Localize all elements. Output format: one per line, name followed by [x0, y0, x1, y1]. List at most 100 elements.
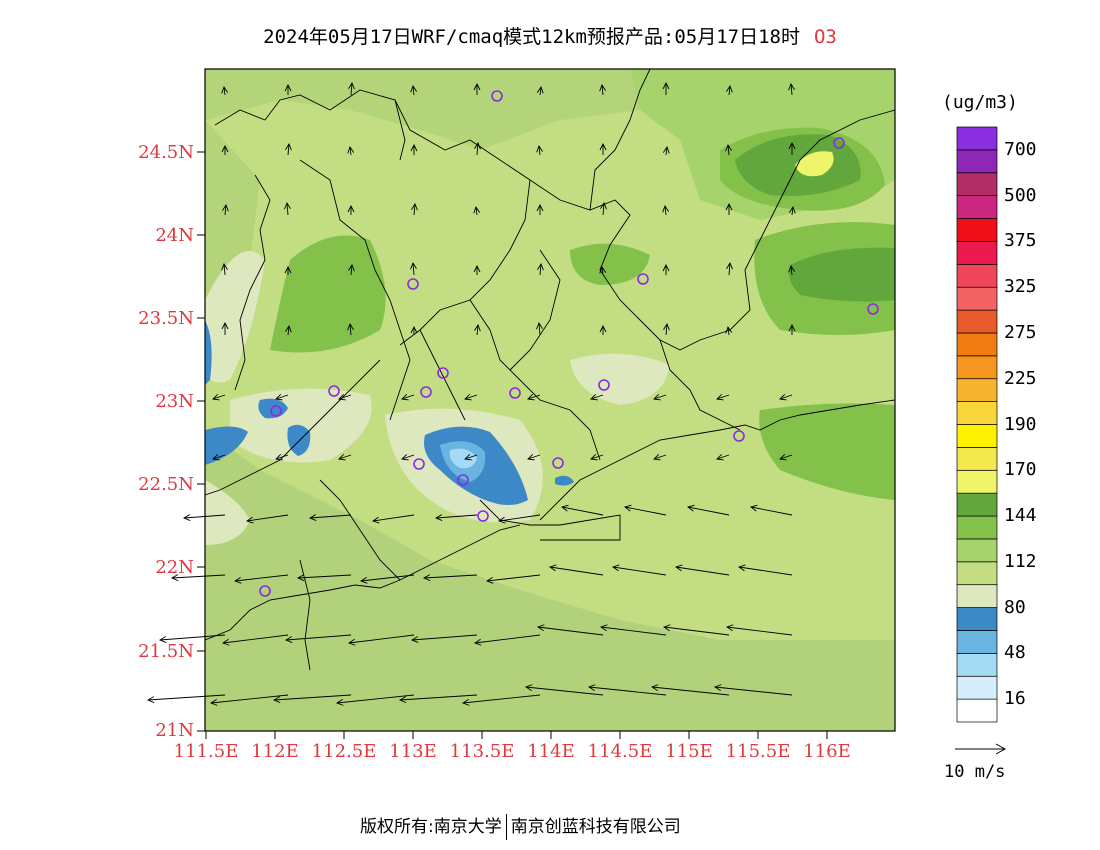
- monitoring-stations: [259, 90, 879, 597]
- wind-arrow: [410, 325, 418, 335]
- station-marker: [552, 457, 564, 469]
- field-patch-low-hk: [555, 475, 574, 486]
- colorbar-swatch: [956, 675, 998, 700]
- wind-arrow: [410, 84, 418, 96]
- colorbar-swatch: [956, 492, 998, 517]
- colorbar-swatch: [956, 332, 998, 357]
- wind-arrow: [410, 261, 417, 276]
- colorbar-label: 16: [1004, 688, 1026, 710]
- wind-arrow: [284, 634, 352, 643]
- colorbar: [956, 126, 998, 723]
- station-marker: [413, 458, 425, 470]
- colorbar-swatch: [956, 401, 998, 425]
- wind-arrow: [398, 694, 478, 704]
- wind-arrow: [663, 322, 670, 336]
- colorbar-swatch: [956, 515, 998, 540]
- wind-legend-label: 10 m/s: [944, 762, 1006, 782]
- colorbar-swatch: [956, 538, 998, 563]
- wind-arrow: [650, 684, 730, 696]
- wind-arrow: [221, 262, 228, 276]
- wind-arrow: [687, 504, 730, 516]
- wind-arrow: [410, 634, 478, 643]
- wind-arrow: [725, 143, 732, 156]
- lat-label-21n: 21N: [155, 720, 194, 741]
- lon-label-112-5e: 112.5E: [311, 741, 377, 762]
- wind-arrow: [537, 262, 544, 276]
- wind-arrow: [401, 393, 415, 401]
- wind-arrow: [308, 514, 352, 521]
- colorbar-swatch: [956, 309, 998, 334]
- station-marker: [270, 405, 282, 417]
- colorbar-label: 170: [1004, 459, 1037, 481]
- wind-arrow: [464, 453, 478, 461]
- field-patch-west-high: [270, 235, 386, 353]
- wind-arrow: [372, 514, 415, 524]
- wind-arrow: [788, 323, 796, 335]
- station-marker: [420, 386, 432, 398]
- colorbar-label: 275: [1004, 321, 1037, 343]
- wind-arrow: [549, 564, 604, 576]
- wind-arrow: [725, 84, 733, 96]
- map-title-text: 2024年05月17日WRF/cmaq模式12km预报产品:05月17日18时: [263, 26, 800, 48]
- wind-arrow: [360, 574, 415, 584]
- colorbar-label: 700: [1004, 138, 1037, 160]
- field-band-north: [205, 69, 650, 150]
- wind-arrow: [410, 143, 418, 155]
- lon-label-116e: 116E: [803, 741, 851, 762]
- wind-arrow: [612, 564, 667, 576]
- wind-arrow: [527, 393, 541, 401]
- field-patch-low-edge-2: [205, 426, 248, 465]
- station-marker: [833, 137, 845, 149]
- field-patch-lowest-prd: [449, 448, 477, 469]
- lat-label-24n: 24N: [155, 225, 194, 246]
- wind-arrow: [221, 144, 229, 155]
- wind-arrow: [779, 393, 793, 401]
- wind-arrow: [347, 322, 354, 336]
- wind-arrow: [662, 81, 670, 95]
- station-marker: [491, 90, 503, 102]
- wind-arrow: [221, 321, 229, 335]
- station-marker: [867, 303, 879, 315]
- colorbar-label: 80: [1004, 596, 1026, 618]
- wind-arrow: [348, 634, 415, 646]
- wind-arrow: [338, 393, 352, 401]
- wind-arrow: [600, 624, 667, 636]
- colorbar-swatch: [956, 149, 998, 174]
- wind-arrow: [590, 393, 604, 401]
- station-marker: [437, 367, 449, 379]
- wind-arrow: [284, 265, 292, 275]
- wind-arrow: [653, 393, 667, 401]
- wind-arrow: [527, 453, 541, 461]
- colorbar-swatch: [956, 607, 998, 631]
- wind-arrow: [348, 263, 355, 276]
- station-marker: [407, 278, 419, 290]
- wind-arrow: [653, 453, 667, 461]
- wind-arrow: [662, 263, 670, 275]
- wind-arrow: [599, 324, 607, 335]
- wind-arrow: [474, 634, 541, 646]
- plot-frame: [204, 68, 896, 732]
- lon-label-113e: 113E: [389, 741, 437, 762]
- wind-arrow: [272, 694, 352, 704]
- wind-arrow: [662, 146, 670, 156]
- colorbar-swatch: [956, 561, 998, 586]
- wind-arrow: [284, 324, 292, 336]
- lat-label-24-5n: 24.5N: [138, 142, 194, 163]
- wind-arrow: [473, 264, 481, 275]
- concentration-field: [205, 69, 895, 731]
- wind-arrow: [675, 564, 730, 576]
- colorbar-label: 225: [1004, 367, 1037, 389]
- colorbar-swatch: [956, 584, 998, 608]
- wind-arrow: [401, 453, 415, 461]
- wind-arrow: [146, 694, 226, 704]
- field-patch-pale-east: [570, 353, 670, 405]
- wind-arrow: [662, 204, 670, 216]
- wind-arrow: [536, 321, 543, 336]
- lon-label-114e: 114E: [527, 741, 575, 762]
- wind-arrow: [275, 393, 289, 401]
- colorbar-swatch: [956, 652, 998, 677]
- lon-label-115e: 115E: [665, 741, 713, 762]
- wind-arrow: [590, 453, 604, 461]
- wind-arrow: [461, 694, 541, 706]
- wind-arrow: [536, 203, 544, 215]
